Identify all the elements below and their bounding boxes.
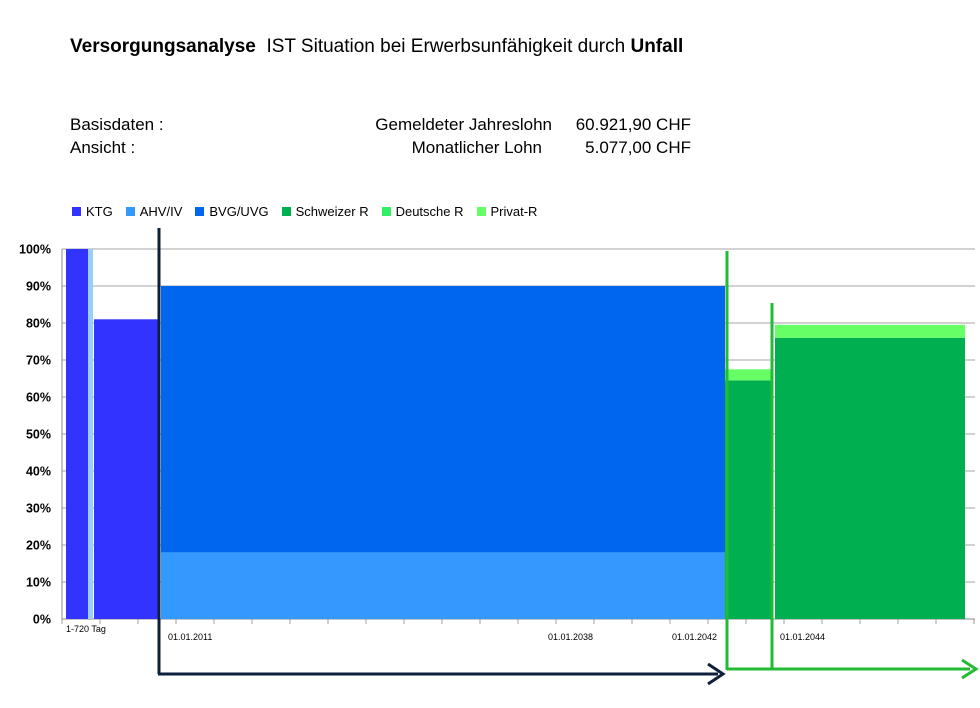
bar-4-1 bbox=[775, 324, 965, 338]
legend-label-3: Schweizer R bbox=[295, 204, 369, 219]
title-part2: IST Situation bei Erwerbsunfähigkeit dur… bbox=[266, 36, 626, 57]
y-tick-label-8: 80% bbox=[26, 317, 51, 331]
y-tick-label-0: 0% bbox=[33, 613, 51, 627]
legend-item-4: Deutsche R bbox=[381, 204, 464, 219]
y-tick-label-3: 30% bbox=[26, 502, 51, 516]
y-tick-label-7: 70% bbox=[26, 354, 51, 368]
bar-3-1 bbox=[725, 369, 772, 381]
legend-swatch-4 bbox=[381, 207, 391, 216]
x-tick-label-1: 01.01.2011 bbox=[168, 632, 212, 642]
page-title: Versorgungsanalyse IST Situation bei Erw… bbox=[70, 36, 683, 58]
y-tick-label-5: 50% bbox=[26, 428, 51, 442]
basis-desc-2: Monatlicher Lohn bbox=[411, 138, 542, 157]
y-tick-label-6: 60% bbox=[26, 391, 51, 405]
legend-label-2: BVG/UVG bbox=[209, 204, 269, 219]
arrow-green-head bbox=[961, 658, 979, 680]
x-tick-label-0: 1-720 Tag bbox=[66, 624, 106, 634]
bar-1-0 bbox=[94, 319, 158, 619]
y-tick-label-1: 10% bbox=[26, 576, 51, 590]
legend-swatch-1 bbox=[125, 207, 135, 216]
y-tick-label-10: 100% bbox=[19, 243, 51, 257]
y-tick-label-4: 40% bbox=[26, 465, 51, 479]
legend-item-3: Schweizer R bbox=[281, 204, 369, 219]
basis-value-2: 5.077,00 CHF bbox=[585, 138, 691, 157]
arrow-dark-head bbox=[707, 662, 726, 686]
legend-label-1: AHV/IV bbox=[139, 204, 183, 219]
bar-4-0 bbox=[775, 337, 965, 619]
basis-value-1: 60.921,90 CHF bbox=[575, 115, 691, 134]
basis-desc-1: Gemeldeter Jahreslohn bbox=[375, 115, 552, 134]
legend-swatch-0 bbox=[72, 207, 81, 216]
legend-label-0: KTG bbox=[86, 204, 113, 219]
bar-3-0 bbox=[725, 380, 772, 619]
legend-item-2: BVG/UVG bbox=[195, 204, 269, 219]
bar-2-0 bbox=[161, 552, 725, 619]
legend-label-5: Privat-R bbox=[490, 204, 538, 219]
x-tick-label-3: 01.01.2042 bbox=[672, 632, 717, 642]
title-part1: Versorgungsanalyse bbox=[70, 36, 256, 57]
title-part3: Unfall bbox=[630, 36, 684, 57]
y-tick-label-2: 20% bbox=[26, 539, 51, 553]
basis-label-2: Ansicht : bbox=[70, 138, 136, 157]
x-tick-label-2: 01.01.2038 bbox=[548, 632, 593, 642]
legend-swatch-2 bbox=[195, 207, 205, 216]
legend-swatch-5 bbox=[476, 207, 486, 216]
legend-swatch-3 bbox=[281, 207, 291, 216]
legend-item-0: KTG bbox=[72, 204, 113, 219]
bar-ktg-strip bbox=[88, 249, 93, 619]
bar-2-1 bbox=[161, 286, 725, 553]
legend-item-5: Privat-R bbox=[476, 204, 538, 219]
chart-legend: KTG AHV/IV BVG/UVG Schweizer R Deutsche R Pri… bbox=[72, 204, 550, 219]
y-tick-label-9: 90% bbox=[26, 280, 51, 294]
bar-0-0 bbox=[66, 249, 88, 619]
basis-label-1: Basisdaten : bbox=[70, 115, 164, 134]
x-tick-label-4: 01.01.2044 bbox=[780, 632, 825, 642]
legend-label-4: Deutsche R bbox=[395, 204, 464, 219]
legend-item-1: AHV/IV bbox=[125, 204, 183, 219]
